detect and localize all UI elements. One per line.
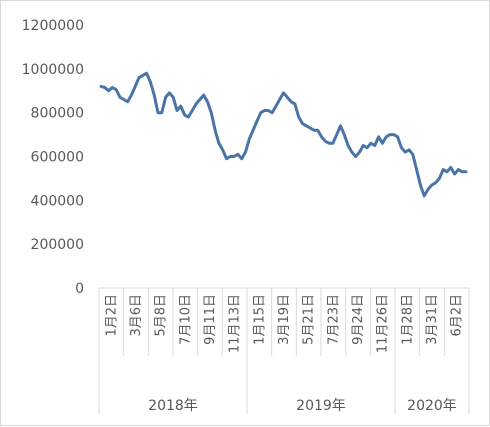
x-tick-label: 5月8日	[154, 294, 169, 337]
year-label: 2020年	[407, 398, 457, 414]
y-tick-label: 1200000	[22, 18, 84, 34]
y-tick-label: 200000	[31, 237, 84, 253]
y-tick-label: 400000	[31, 193, 84, 209]
y-tick-label: 1000000	[22, 62, 84, 78]
x-tick-label: 3月31日	[425, 294, 440, 345]
x-tick-label: 11月13日	[228, 294, 243, 353]
x-tick-label: 5月21日	[302, 294, 317, 345]
series-line	[99, 71, 468, 198]
x-tick-label: 9月24日	[351, 294, 366, 345]
x-tick-label: 6月2日	[450, 294, 465, 337]
y-tick-label: 800000	[31, 106, 84, 122]
x-tick-label: 7月10日	[178, 294, 193, 345]
year-label: 2019年	[296, 398, 346, 414]
y-tick-label: 600000	[31, 150, 84, 166]
x-tick-label: 3月19日	[277, 294, 292, 345]
x-tick-label: 1月15日	[252, 294, 267, 345]
x-tick-label: 1月28日	[400, 294, 415, 345]
x-tick-label: 9月11日	[203, 294, 218, 345]
x-tick-label: 1月2日	[104, 294, 119, 337]
year-label: 2018年	[148, 398, 198, 414]
x-tick-label: 7月23日	[326, 294, 341, 345]
y-tick-label: 0	[75, 281, 84, 297]
x-tick-label: 3月6日	[129, 294, 144, 337]
x-tick-label: 11月26日	[376, 294, 391, 353]
